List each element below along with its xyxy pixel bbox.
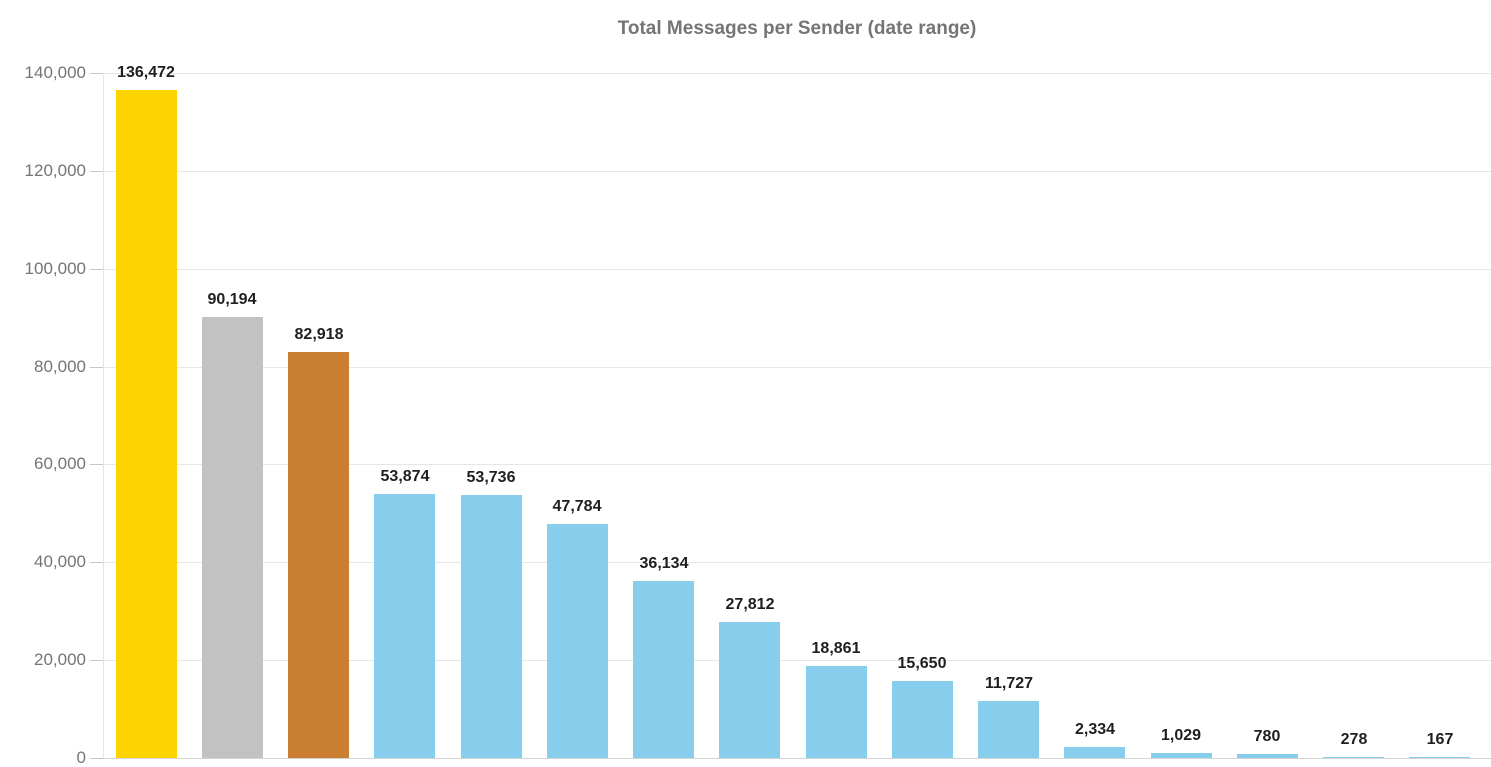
bar-value-label: 53,736 — [466, 469, 516, 486]
bar-value-label: 18,861 — [811, 640, 861, 657]
bar-value-label: 90,194 — [207, 291, 257, 308]
y-axis-tick — [90, 171, 103, 172]
bar[interactable] — [461, 495, 522, 758]
bar-value-label: 36,134 — [639, 555, 689, 572]
bar-value-label: 47,784 — [552, 498, 602, 515]
bar[interactable] — [1409, 757, 1470, 758]
gridline — [103, 660, 1491, 661]
bar[interactable] — [1323, 757, 1384, 758]
y-axis-tick-label: 20,000 — [34, 650, 86, 669]
bar[interactable] — [978, 701, 1039, 758]
bar-value-label: 1,029 — [1160, 727, 1202, 744]
y-axis-tick — [90, 269, 103, 270]
gridline — [103, 73, 1491, 74]
bar[interactable] — [806, 666, 867, 758]
gridline — [103, 562, 1491, 563]
y-axis-tick-label: 60,000 — [34, 454, 86, 473]
y-axis-tick — [90, 758, 103, 759]
bar-value-label: 2,334 — [1074, 721, 1116, 738]
bar-value-label: 167 — [1426, 731, 1454, 748]
y-axis-tick-label: 40,000 — [34, 552, 86, 571]
y-axis-tick — [90, 562, 103, 563]
y-axis-tick-label: 0 — [76, 748, 86, 767]
bar[interactable] — [374, 494, 435, 758]
y-axis-tick — [90, 464, 103, 465]
y-axis-tick-label: 80,000 — [34, 357, 86, 376]
bar[interactable] — [1064, 747, 1125, 758]
bar[interactable] — [202, 317, 263, 758]
bar-value-label: 82,918 — [294, 326, 344, 343]
y-axis-tick — [90, 73, 103, 74]
y-axis-tick — [90, 367, 103, 368]
bar[interactable] — [116, 90, 177, 758]
gridline — [103, 464, 1491, 465]
y-axis-tick — [90, 660, 103, 661]
bar-value-label: 15,650 — [897, 655, 947, 672]
gridline — [103, 269, 1491, 270]
bar[interactable] — [719, 622, 780, 758]
bar[interactable] — [892, 681, 953, 758]
chart-title: Total Messages per Sender (date range) — [617, 18, 977, 39]
bar[interactable] — [633, 581, 694, 758]
bar[interactable] — [1151, 753, 1212, 758]
bar[interactable] — [288, 352, 349, 758]
y-axis-tick-label: 120,000 — [24, 161, 86, 180]
bar-value-label: 11,727 — [984, 675, 1034, 692]
y-axis-line — [103, 73, 104, 758]
bar-value-label: 780 — [1253, 728, 1281, 745]
y-axis-tick-label: 140,000 — [24, 63, 86, 82]
y-axis-tick-label: 100,000 — [24, 259, 86, 278]
gridline — [103, 171, 1491, 172]
x-axis-baseline — [103, 758, 1491, 759]
bar-value-label: 136,472 — [117, 64, 175, 81]
bar[interactable] — [1237, 754, 1298, 758]
gridline — [103, 367, 1491, 368]
bar-value-label: 278 — [1340, 731, 1368, 748]
bar-value-label: 27,812 — [725, 596, 775, 613]
bar[interactable] — [547, 524, 608, 758]
bar-value-label: 53,874 — [380, 468, 430, 485]
